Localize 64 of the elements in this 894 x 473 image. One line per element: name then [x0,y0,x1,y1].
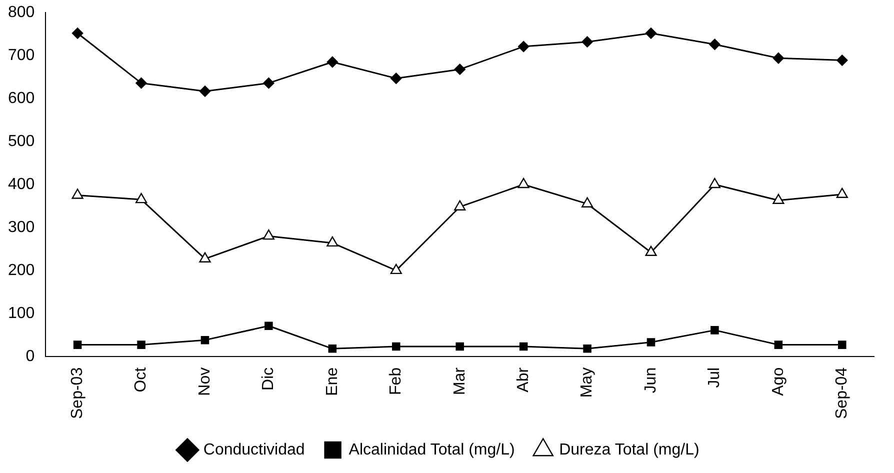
point [390,264,402,274]
point [708,178,721,188]
point [581,197,594,208]
point [73,340,82,349]
point [709,38,720,50]
point [836,54,848,66]
point [456,342,464,351]
y-tick-label: 800 [8,4,35,22]
point [710,326,719,334]
point [200,336,210,344]
legend-label: Dureza Total (mg/L) [559,441,700,458]
point [582,36,593,48]
point [199,86,211,97]
point [518,178,530,188]
y-tick-label: 400 [8,176,35,193]
point [454,64,466,75]
point [772,194,784,204]
x-tick-label: Jun [642,367,660,394]
point [646,338,656,346]
legend-label: Conductividad [203,441,305,458]
point [199,252,211,262]
point [836,188,848,198]
y-tick-label: 700 [8,46,35,64]
point [136,77,147,89]
x-tick-label: Ago [770,367,787,396]
y-tick-label: 0 [26,348,35,365]
x-tick-label: Feb [388,367,405,395]
point [135,192,148,204]
point [392,342,400,351]
x-tick-label: Nov [196,367,214,396]
point [772,52,784,64]
x-tick-label: May [578,367,596,398]
x-tick-label: Mar [451,366,468,395]
point [645,246,657,256]
y-tick-label: 300 [8,218,35,236]
point [263,77,274,89]
x-tick-label: Oct [132,366,150,392]
point [72,28,84,39]
y-tick-label: 200 [8,262,35,279]
point [137,340,146,349]
point [583,344,592,353]
x-tick-label: Sep-03 [68,367,86,419]
y-tick-label: 600 [8,90,35,107]
y-tick-label: 500 [8,132,35,150]
x-tick-label: Jul [706,367,724,388]
point [518,40,530,52]
point [326,236,338,247]
point [264,322,273,330]
point [328,344,337,353]
point [454,200,466,210]
y-tick-label: 100 [8,304,35,322]
point [72,188,84,199]
point [838,340,846,349]
point [262,229,274,240]
point [326,56,338,68]
legend-label: Alcalinidad Total (mg/L) [348,441,515,458]
point [390,72,402,84]
point [774,340,783,349]
x-tick-label: Dic [260,367,278,391]
point [645,28,657,39]
x-tick-label: Ene [324,367,341,396]
x-tick-label: Sep-04 [834,367,851,419]
x-tick-label: Abr [514,366,532,392]
point [519,342,528,351]
